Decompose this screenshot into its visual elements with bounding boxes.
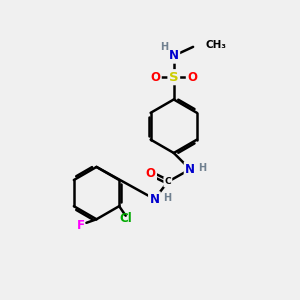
Text: H: H xyxy=(163,193,171,202)
Text: F: F xyxy=(77,219,85,232)
Text: H: H xyxy=(199,163,207,173)
Text: N: N xyxy=(169,49,179,62)
Text: O: O xyxy=(150,71,160,84)
Text: O: O xyxy=(187,71,197,84)
Text: C: C xyxy=(164,177,171,186)
Text: S: S xyxy=(169,71,178,84)
Text: Cl: Cl xyxy=(119,212,132,225)
Text: CH₃: CH₃ xyxy=(206,40,226,50)
Text: O: O xyxy=(146,167,156,180)
Text: N: N xyxy=(149,193,160,206)
Text: H: H xyxy=(160,43,168,52)
Text: N: N xyxy=(185,163,195,176)
